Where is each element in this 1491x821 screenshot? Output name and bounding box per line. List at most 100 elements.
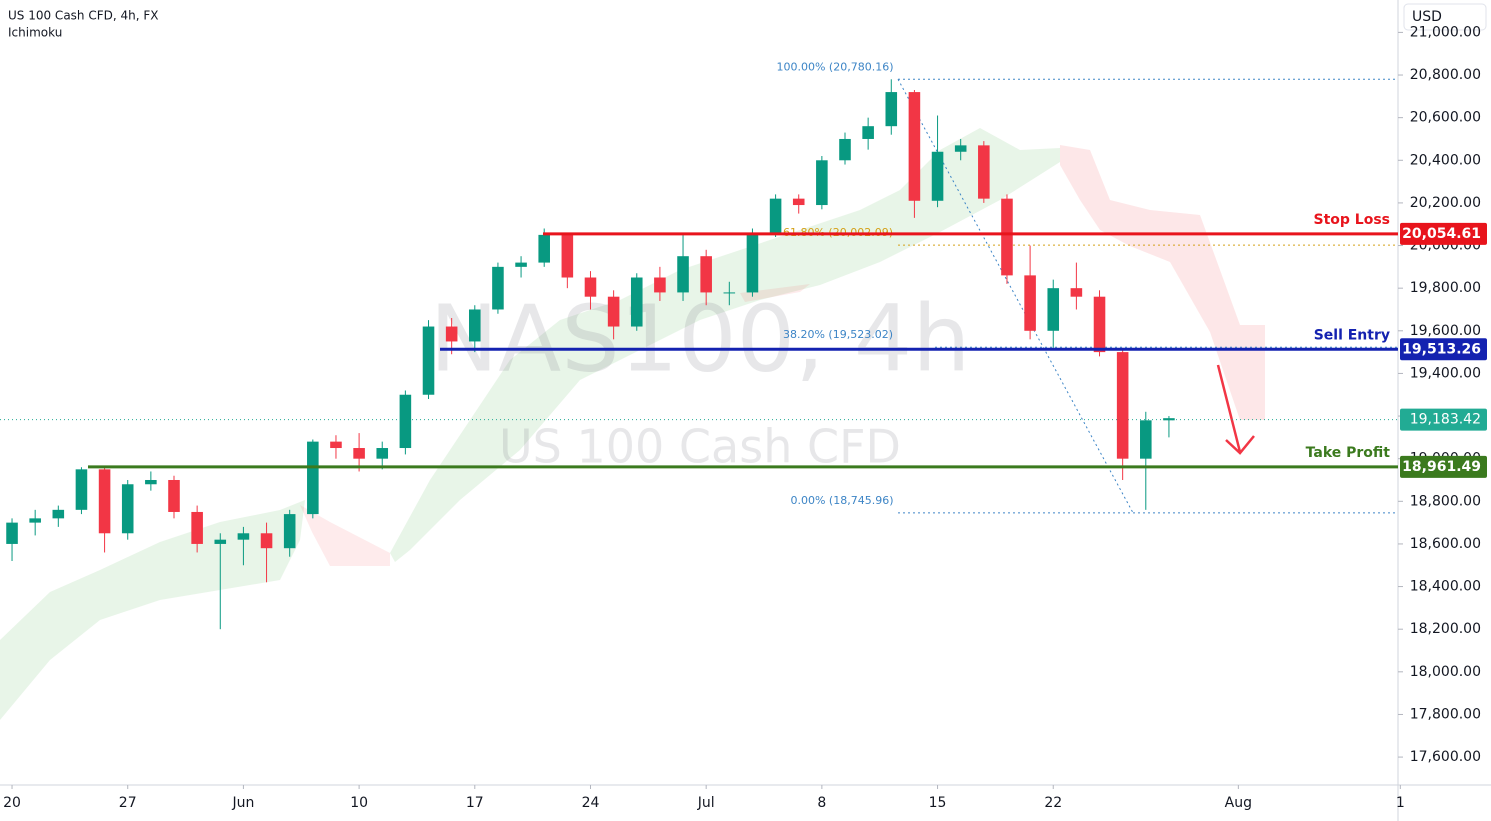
- fib-label: 0.00% (18,745.96): [790, 494, 893, 507]
- x-tick-label: 1: [1396, 795, 1405, 811]
- candle-body: [654, 277, 666, 293]
- candle-body: [191, 511, 203, 544]
- candle-body: [1163, 418, 1175, 421]
- current-price-box: [1400, 408, 1487, 431]
- candle-body: [283, 514, 296, 549]
- y-tick-label: 18,800.00: [1410, 493, 1481, 509]
- candle-body: [1001, 198, 1013, 276]
- x-tick-label: 10: [350, 795, 368, 811]
- candle-body: [237, 533, 250, 540]
- candle-body: [978, 145, 990, 199]
- candle-body: [1140, 420, 1152, 459]
- trade-level-box: [1400, 338, 1487, 361]
- x-tick-label: 8: [817, 795, 826, 811]
- cloud-bear: [1060, 145, 1265, 420]
- y-tick-label: 17,600.00: [1410, 749, 1481, 765]
- x-tick-label: 24: [582, 795, 600, 811]
- candle-body: [330, 441, 342, 449]
- y-tick-label: 17,800.00: [1410, 706, 1481, 722]
- y-tick-label: 19,400.00: [1410, 365, 1481, 381]
- candle-body: [515, 262, 527, 267]
- candle-body: [607, 296, 620, 327]
- y-tick-label: 18,400.00: [1410, 579, 1481, 595]
- candle-body: [700, 256, 712, 293]
- candle-body: [723, 292, 736, 294]
- cloud-bull: [0, 500, 305, 720]
- y-tick-label: 19,600.00: [1410, 323, 1481, 339]
- x-tick-label: Jun: [231, 795, 254, 811]
- fib-label: 38.20% (19,523.02): [783, 328, 893, 341]
- candle-body: [630, 277, 643, 327]
- y-tick-label: 20,600.00: [1410, 110, 1481, 126]
- x-tick-label: 22: [1044, 795, 1062, 811]
- fib-label: 100.00% (20,780.16): [776, 60, 893, 73]
- x-tick-label: Aug: [1225, 795, 1252, 811]
- candle-body: [75, 469, 88, 510]
- candle-body: [6, 522, 18, 544]
- candle-body: [839, 138, 851, 161]
- y-tick-label: 18,200.00: [1410, 621, 1481, 637]
- cloud-bull: [390, 128, 1060, 562]
- trade-level-price: 20,054.61: [1402, 226, 1481, 242]
- candle-body: [1047, 288, 1060, 331]
- candle-body: [353, 448, 365, 459]
- trade-level-price: 19,513.26: [1402, 341, 1481, 357]
- trade-level-price: 18,961.49: [1402, 459, 1481, 475]
- candle-body: [908, 92, 921, 201]
- fib-trend: [897, 79, 1134, 514]
- trade-level-name: Take Profit: [1306, 445, 1391, 461]
- candle-body: [816, 160, 828, 206]
- candle-body: [746, 232, 759, 293]
- y-tick-label: 19,800.00: [1410, 280, 1481, 296]
- y-tick-label: 20,800.00: [1410, 67, 1481, 83]
- trade-level-box: [1400, 222, 1487, 245]
- candle-body: [954, 145, 967, 152]
- candle-body: [1093, 296, 1106, 353]
- candle-body: [399, 394, 412, 449]
- candle-body: [885, 92, 898, 127]
- candle-body: [1070, 288, 1083, 297]
- x-tick-label: 17: [466, 795, 484, 811]
- cloud-bear: [740, 284, 810, 302]
- indicator-name: Ichimoku: [8, 26, 62, 40]
- y-tick-label: 18,600.00: [1410, 536, 1481, 552]
- candle-body: [29, 518, 41, 523]
- y-tick-label: 20,400.00: [1410, 152, 1481, 168]
- currency-label: USD: [1412, 9, 1442, 25]
- x-tick-label: 15: [929, 795, 947, 811]
- candle-body: [307, 441, 319, 515]
- currency-button[interactable]: [1403, 3, 1487, 31]
- chart-title: US 100 Cash CFD, 4h, FX: [8, 9, 158, 23]
- candle-body: [792, 198, 805, 206]
- y-tick-label: 18,000.00: [1410, 664, 1481, 680]
- candle-body: [492, 266, 504, 310]
- candle-body: [1116, 352, 1129, 459]
- trade-level-box: [1400, 455, 1487, 478]
- x-tick-label: 20: [3, 795, 21, 811]
- down-arrow: [1216, 364, 1255, 455]
- current-price-label: 19,183.42: [1410, 412, 1481, 428]
- candle-body: [214, 539, 227, 544]
- trade-level-name: Stop Loss: [1314, 212, 1391, 228]
- trade-level-name: Sell Entry: [1314, 327, 1390, 343]
- candle-body: [469, 309, 481, 342]
- candle-body: [260, 533, 273, 549]
- candle-body: [98, 469, 111, 534]
- candle-body: [422, 326, 435, 395]
- candle-body: [1024, 275, 1036, 331]
- candle-body: [168, 479, 180, 512]
- candle-body: [561, 234, 574, 278]
- y-tick-label: 21,000.00: [1410, 24, 1481, 40]
- candle-body: [677, 256, 689, 293]
- x-tick-label: Jul: [697, 795, 715, 811]
- watermark-description: US 100 Cash CFD: [499, 420, 901, 474]
- y-tick-label: 20,200.00: [1410, 195, 1481, 211]
- candle-body: [445, 326, 458, 342]
- candle-body: [376, 448, 389, 459]
- cloud-bear: [300, 505, 390, 566]
- candle-body: [52, 509, 65, 519]
- candle-body: [145, 479, 157, 485]
- candle-body: [121, 484, 134, 534]
